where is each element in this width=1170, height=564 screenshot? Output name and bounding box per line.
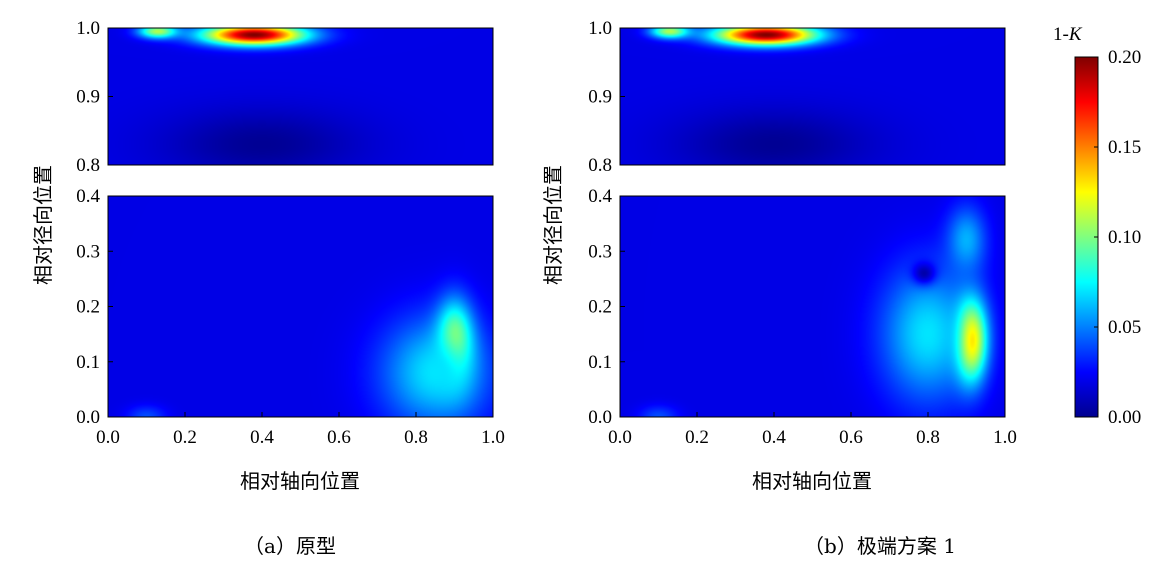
- caption-b: （b）极端方案 1: [804, 534, 956, 558]
- panel-a-axes: 0.0 0.2 0.4 0.6 0.8 1.0 0.8 0.9 1.0 0.0 0.1 0.2 0.3 0…: [76, 18, 505, 448]
- y-tick-label-lower-a: 0.1: [76, 352, 100, 373]
- x-tick-label-b: 0.6: [839, 427, 863, 448]
- panel-b-axes: 0.0 0.2 0.4 0.6 0.8 1.0 0.8 0.9 1.0 0.0 0.1 0.2 0.3 0…: [588, 18, 1017, 448]
- x-tick-label-a: 0.6: [327, 427, 351, 448]
- y-tick-label-lower-b: 0.3: [588, 241, 612, 262]
- y-tick-label-lower-b: 0.4: [588, 186, 612, 207]
- x-tick-label-b: 0.2: [685, 427, 709, 448]
- y-tick-label-upper-b: 0.9: [588, 87, 612, 108]
- y-tick-label-upper-a: 1.0: [76, 18, 100, 39]
- colorbar: 1-K 0.00 0.05 0.10 0.15 0.20: [1053, 24, 1141, 428]
- x-axis-label-b: 相对轴向位置: [752, 469, 872, 493]
- x-tick-label-b: 0.0: [608, 427, 632, 448]
- y-tick-label-lower-b: 0.0: [588, 407, 612, 428]
- colorbar-ticks: 0.00 0.05 0.10 0.15 0.20: [1094, 47, 1141, 428]
- x-tick-label-b: 0.8: [916, 427, 940, 448]
- x-tick-label-a: 1.0: [481, 427, 505, 448]
- colorbar-title-var: K: [1068, 24, 1083, 45]
- x-tick-label-a: 0.2: [173, 427, 197, 448]
- colorbar-tick-label: 0.20: [1108, 47, 1141, 68]
- y-tick-label-lower-a: 0.4: [76, 186, 100, 207]
- panel-a: 0.0 0.2 0.4 0.6 0.8 1.0 0.8 0.9 1.0 0.0 0.1 0.2 0.3 0…: [31, 18, 505, 558]
- colorbar-tick-label: 0.00: [1108, 407, 1141, 428]
- colorbar-tick-label: 0.15: [1108, 137, 1141, 158]
- x-tick-label-a: 0.8: [404, 427, 428, 448]
- x-tick-label-b: 0.4: [762, 427, 786, 448]
- y-tick-label-lower-a: 0.0: [76, 407, 100, 428]
- y-tick-label-upper-a: 0.9: [76, 87, 100, 108]
- y-axis-label-a: 相对径向位置: [31, 165, 55, 285]
- heatmap-a-lower: [108, 196, 493, 417]
- y-tick-label-upper-b: 0.8: [588, 155, 612, 176]
- caption-a: （a）原型: [244, 534, 336, 558]
- x-tick-label-a: 0.4: [250, 427, 274, 448]
- heatmap-a-upper: [108, 28, 493, 165]
- y-tick-label-lower-a: 0.3: [76, 241, 100, 262]
- colorbar-title-prefix: 1-: [1053, 24, 1069, 45]
- x-axis-label-a: 相对轴向位置: [240, 469, 360, 493]
- x-tick-label-b: 1.0: [993, 427, 1017, 448]
- y-tick-label-lower-a: 0.2: [76, 297, 100, 318]
- panel-b: 0.0 0.2 0.4 0.6 0.8 1.0 0.8 0.9 1.0 0.0 0.1 0.2 0.3 0…: [541, 18, 1017, 558]
- y-tick-label-lower-b: 0.2: [588, 297, 612, 318]
- heatmap-b-lower: [620, 196, 1005, 417]
- y-tick-label-lower-b: 0.1: [588, 352, 612, 373]
- colorbar-title: 1-K: [1053, 24, 1083, 45]
- colorbar-tick-label: 0.05: [1108, 317, 1141, 338]
- heatmap-b-upper: [620, 28, 1005, 165]
- y-tick-label-upper-a: 0.8: [76, 155, 100, 176]
- colorbar-tick-label: 0.10: [1108, 227, 1141, 248]
- x-tick-label-a: 0.0: [96, 427, 120, 448]
- y-axis-label-b: 相对径向位置: [541, 165, 565, 285]
- y-tick-label-upper-b: 1.0: [588, 18, 612, 39]
